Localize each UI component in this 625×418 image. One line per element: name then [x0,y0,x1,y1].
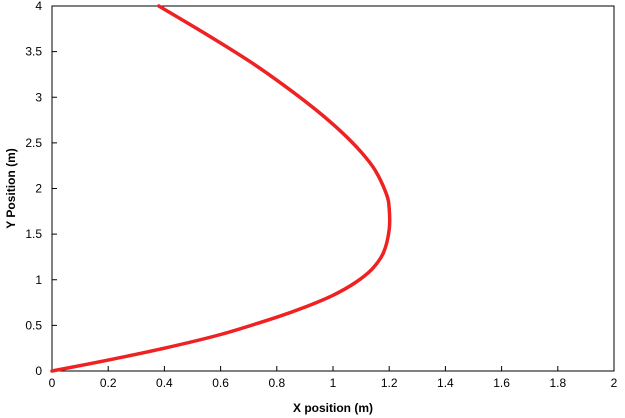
x-tick-label: 0.8 [268,376,285,390]
x-tick-label: 1.6 [493,376,510,390]
x-axis-ticks: 0 0.2 0.4 0.6 0.8 1 1.2 1.4 1.6 1.8 2 [49,366,618,390]
x-tick-label: 0.4 [156,376,173,390]
y-tick-label: 3 [35,90,42,104]
x-tick-label: 2 [611,376,618,390]
x-tick-label: 0.6 [212,376,229,390]
x-tick-label: 0 [49,376,56,390]
y-tick-label: 2.5 [25,136,42,150]
x-tick-label: 1.2 [381,376,398,390]
x-tick-label: 1 [330,376,337,390]
y-tick-label: 2 [35,182,42,196]
y-tick-label: 1 [35,273,42,287]
y-axis-label: Y Position (m) [4,148,18,228]
x-tick-label: 0.2 [100,376,117,390]
y-axis-ticks: 0 0.5 1 1.5 2 2.5 3 3.5 4 [25,0,57,378]
y-tick-label: 0.5 [25,318,42,332]
x-tick-label: 1.4 [437,376,454,390]
y-tick-label: 0 [35,364,42,378]
plot-area-frame [51,5,615,372]
series-line-0 [50,4,392,373]
x-axis-label: X position (m) [293,401,373,415]
y-tick-label: 4 [35,0,42,13]
y-tick-label: 1.5 [25,227,42,241]
x-tick-label: 1.8 [549,376,566,390]
y-tick-label: 3.5 [25,45,42,59]
series-layer [50,4,392,373]
